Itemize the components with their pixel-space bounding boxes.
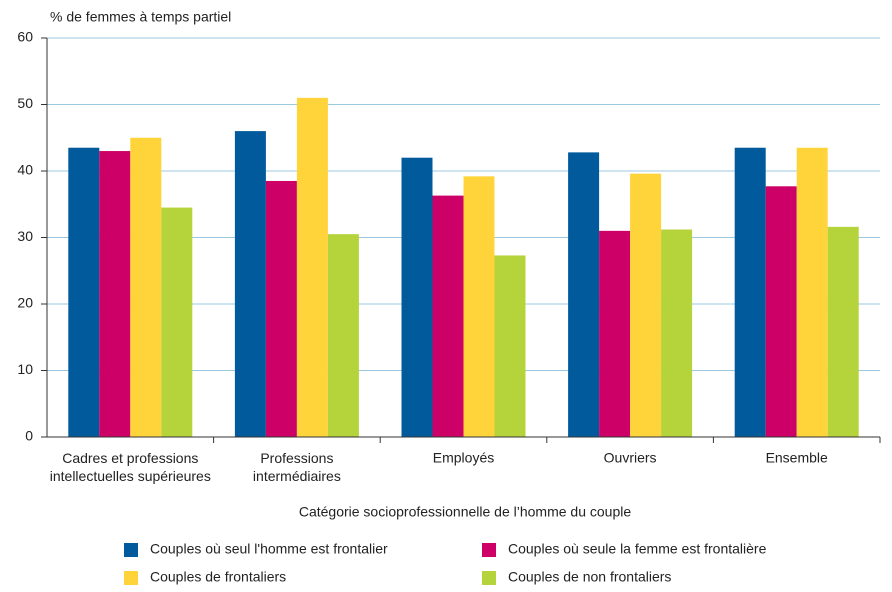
- bar: [327, 234, 359, 437]
- y-tick-label: 50: [17, 95, 33, 111]
- bar: [630, 173, 662, 437]
- x-tick-label: Employés: [433, 450, 494, 466]
- legend-swatch: [124, 543, 138, 557]
- legend-swatch: [482, 571, 496, 585]
- y-axis-label: % de femmes à temps partiel: [50, 9, 231, 25]
- bar: [599, 230, 631, 437]
- y-tick-label: 60: [17, 29, 33, 45]
- legend-label: Couples où seule la femme est frontalièr…: [508, 541, 767, 557]
- bar: [68, 147, 100, 437]
- bar: [463, 176, 495, 437]
- bar: [661, 229, 693, 437]
- bar: [296, 97, 328, 437]
- bar: [827, 226, 859, 437]
- legend-label: Couples de non frontaliers: [508, 569, 671, 585]
- bar: [494, 255, 526, 437]
- bar: [432, 195, 464, 437]
- y-tick-label: 20: [17, 295, 33, 311]
- legend-label: Couples de frontaliers: [150, 569, 286, 585]
- x-tick-label: Ouvriers: [604, 450, 657, 466]
- y-tick-label: 30: [17, 228, 33, 244]
- bar: [568, 152, 600, 437]
- bar: [265, 180, 297, 437]
- x-tick-label: Cadres et professions intellectuelles sup…: [50, 450, 211, 484]
- x-axis-label: Catégorie socioprofessionnelle de l’homm…: [299, 504, 632, 520]
- x-tick-label: Professions intermédiaires: [253, 450, 341, 484]
- x-tick-label: Ensemble: [766, 450, 828, 466]
- bar: [99, 151, 131, 438]
- legend-swatch: [482, 543, 496, 557]
- legend-label: Couples où seul l'homme est frontalier: [150, 541, 388, 557]
- bar: [401, 157, 433, 437]
- bar: [130, 137, 162, 437]
- bar: [234, 131, 266, 437]
- y-tick-label: 10: [17, 361, 33, 377]
- legend-swatch: [124, 571, 138, 585]
- y-tick-label: 0: [25, 428, 33, 444]
- bar: [765, 186, 797, 437]
- bar: [796, 147, 828, 437]
- bar: [734, 147, 766, 437]
- bar: [161, 207, 193, 437]
- y-tick-label: 40: [17, 162, 33, 178]
